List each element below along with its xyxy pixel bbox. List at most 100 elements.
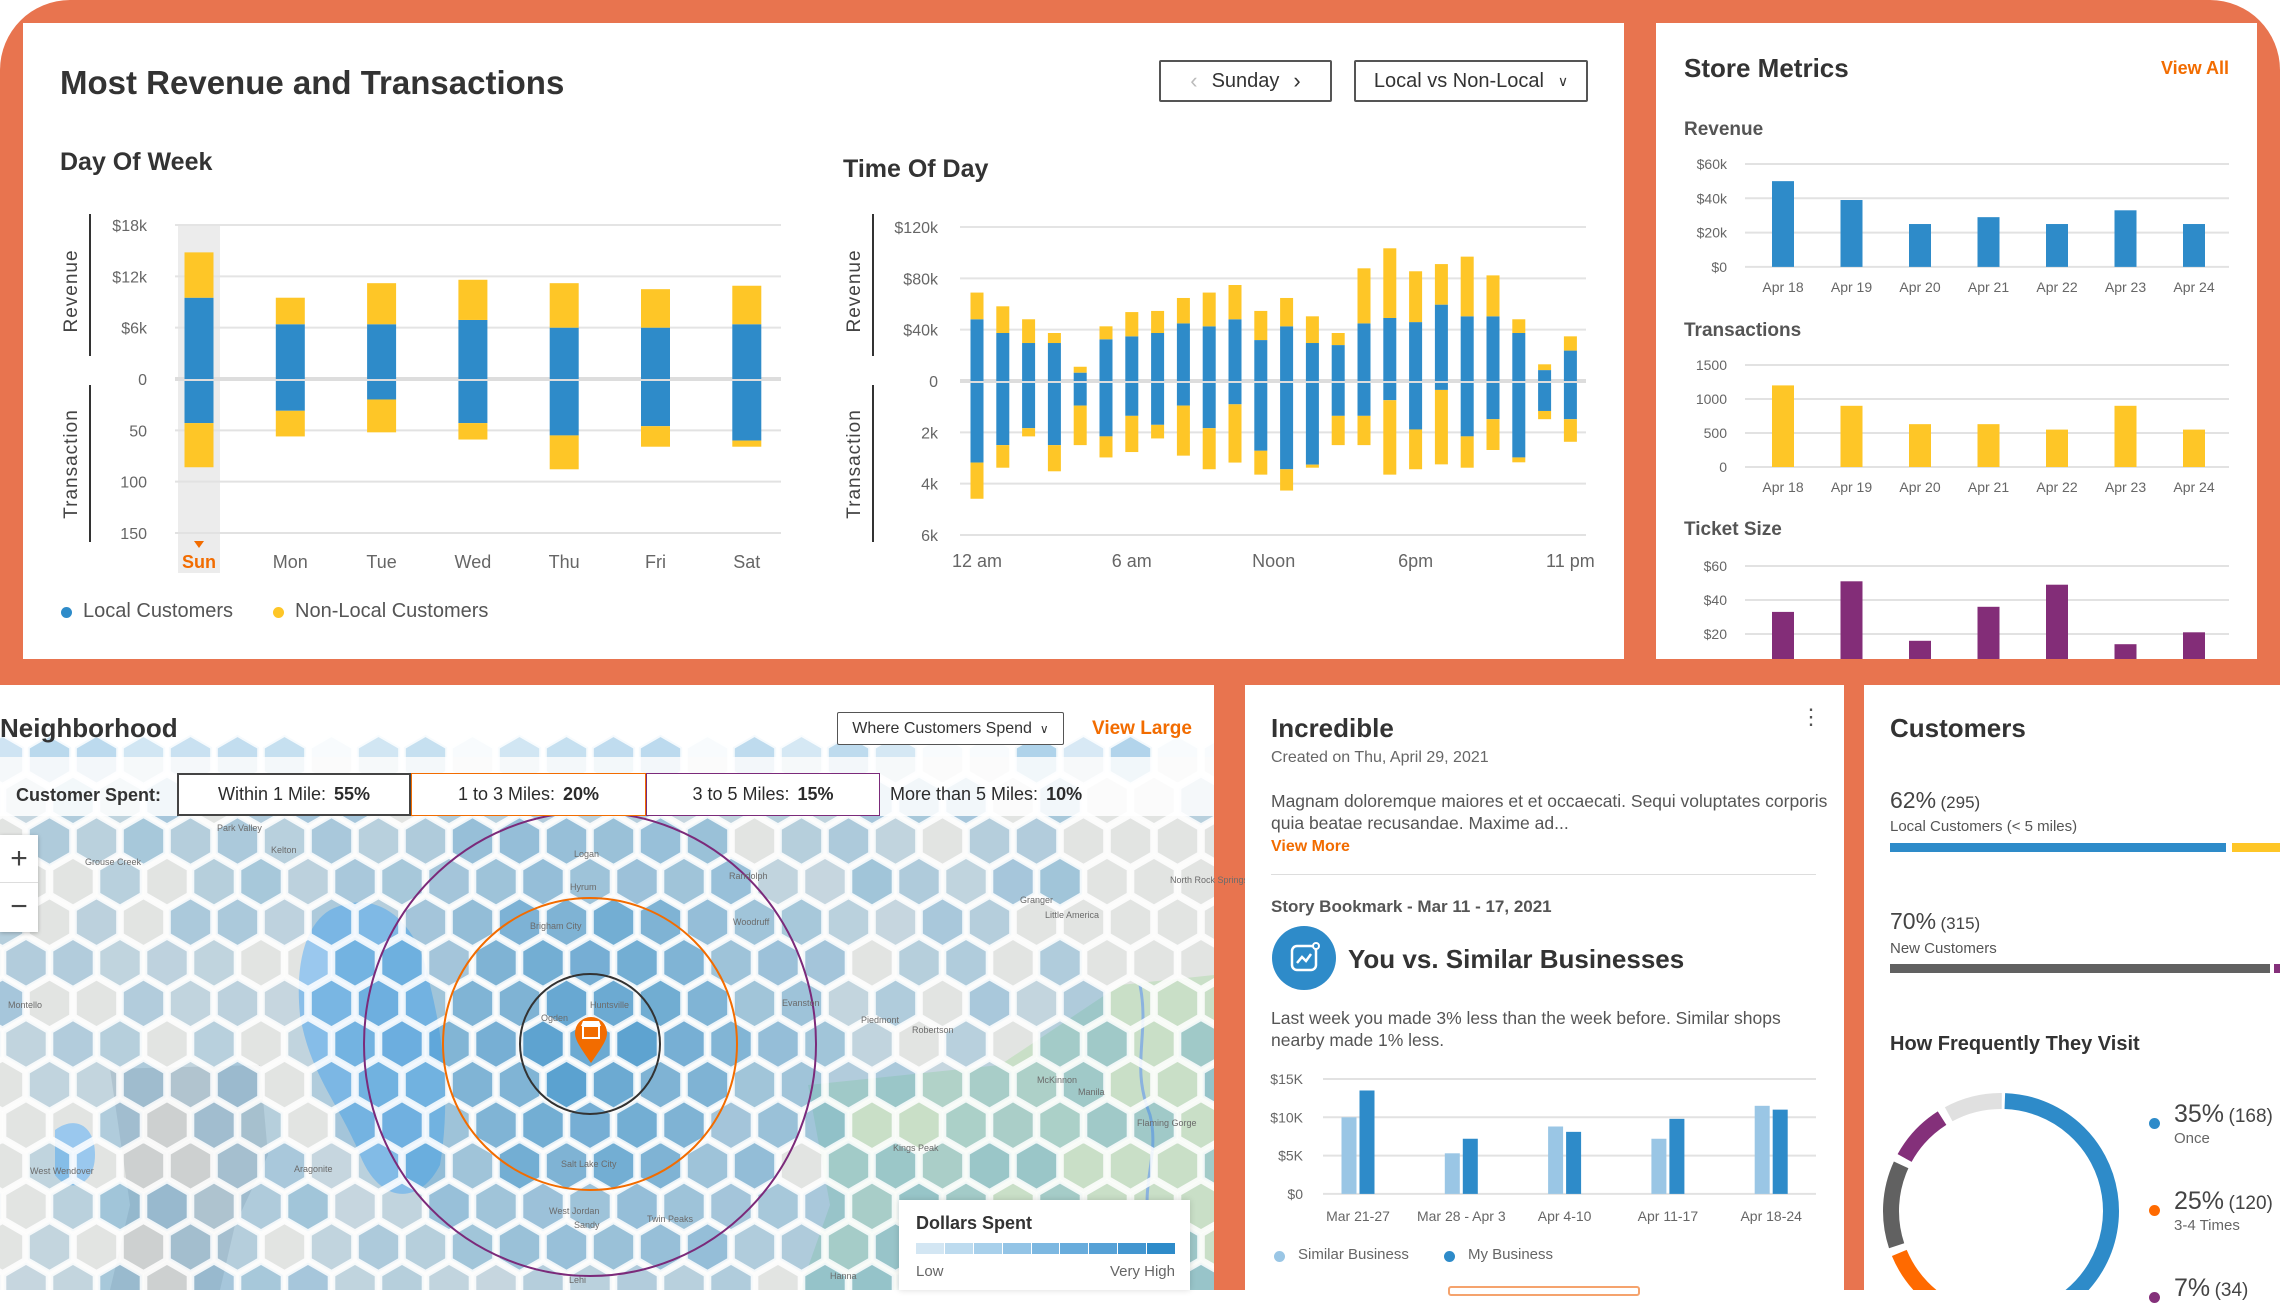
map-hex[interactable]: [871, 1057, 920, 1112]
view-more-link[interactable]: View More: [1271, 838, 1350, 855]
map-hex[interactable]: [284, 935, 332, 991]
map-hex[interactable]: [1083, 1016, 1131, 1072]
map-hex[interactable]: [166, 1219, 215, 1275]
map-hex[interactable]: [143, 854, 191, 909]
map-hex[interactable]: [707, 854, 755, 909]
map-hex[interactable]: [895, 1097, 943, 1153]
map-hex[interactable]: [401, 894, 450, 950]
map-hex[interactable]: [96, 1097, 144, 1153]
map-hex[interactable]: [871, 894, 920, 950]
map-hex[interactable]: [166, 813, 215, 869]
map-hex[interactable]: [824, 894, 873, 950]
map-hex[interactable]: [942, 1097, 990, 1153]
map-hex[interactable]: [331, 1260, 379, 1290]
map-hex[interactable]: [1153, 976, 1202, 1031]
map-hex[interactable]: [918, 976, 967, 1031]
map-hex[interactable]: [119, 976, 168, 1031]
map-hex[interactable]: [801, 1260, 849, 1290]
map-hex[interactable]: [918, 813, 967, 869]
map-hex[interactable]: [1059, 813, 1108, 869]
zoom-out-button[interactable]: −: [10, 890, 28, 923]
map-hex[interactable]: [918, 1138, 967, 1194]
map-hex[interactable]: [871, 976, 920, 1031]
map-hex[interactable]: [589, 1138, 638, 1194]
map-hex[interactable]: [777, 813, 826, 869]
map-hex[interactable]: [2, 935, 50, 991]
map-hex[interactable]: [965, 1057, 1014, 1112]
map-hex[interactable]: [190, 854, 238, 909]
map-hex[interactable]: [1083, 1097, 1131, 1153]
map-hex[interactable]: [378, 854, 426, 909]
map-hex[interactable]: [331, 1016, 379, 1072]
map-hex[interactable]: [213, 976, 262, 1031]
map-hex[interactable]: [989, 1016, 1037, 1072]
map-hex[interactable]: [1036, 935, 1084, 991]
map-hex[interactable]: [683, 1219, 732, 1275]
map-hex[interactable]: [166, 1138, 215, 1194]
map-hex[interactable]: [566, 1179, 614, 1234]
map-hex[interactable]: [1177, 1179, 1214, 1234]
map-hex[interactable]: [2, 1179, 50, 1234]
map-hex[interactable]: [72, 1219, 121, 1275]
map-hex[interactable]: [25, 1219, 74, 1275]
map-hex[interactable]: [824, 1057, 873, 1112]
map-hex[interactable]: [848, 1016, 896, 1072]
map-hex[interactable]: [613, 935, 661, 991]
map-hex[interactable]: [190, 1097, 238, 1153]
map-hex[interactable]: [331, 1097, 379, 1153]
map-hex[interactable]: [0, 1100, 3, 1150]
map-hex[interactable]: [730, 1057, 779, 1112]
map-hex[interactable]: [96, 935, 144, 991]
map-hex[interactable]: [237, 1179, 285, 1234]
map-hex[interactable]: [824, 976, 873, 1031]
map-hex[interactable]: [707, 1097, 755, 1153]
map-hex[interactable]: [801, 935, 849, 991]
map-hex[interactable]: [425, 1097, 473, 1153]
map-hex[interactable]: [660, 935, 708, 991]
map-hex[interactable]: [683, 1057, 732, 1112]
map-hex[interactable]: [942, 854, 990, 909]
map-hex[interactable]: [96, 1179, 144, 1234]
map-hex[interactable]: [1106, 1057, 1155, 1112]
map-hex[interactable]: [1177, 935, 1214, 991]
map-hex[interactable]: [2, 1260, 50, 1290]
map-hex[interactable]: [307, 1057, 356, 1112]
map-hex[interactable]: [754, 1097, 802, 1153]
map-hex[interactable]: [1200, 978, 1214, 1028]
map-hex[interactable]: [989, 1097, 1037, 1153]
map-hex[interactable]: [190, 935, 238, 991]
map-hex[interactable]: [1059, 976, 1108, 1031]
map-hex[interactable]: [331, 854, 379, 909]
map-hex[interactable]: [237, 1260, 285, 1290]
map-hex[interactable]: [1130, 854, 1178, 909]
map-hex[interactable]: [378, 1097, 426, 1153]
map-hex[interactable]: [237, 1016, 285, 1072]
map-hex[interactable]: [589, 894, 638, 950]
map-hex[interactable]: [143, 1016, 191, 1072]
map-hex[interactable]: [166, 976, 215, 1031]
map-hex[interactable]: [1130, 1016, 1178, 1072]
map-hex[interactable]: [1130, 935, 1178, 991]
map-hex[interactable]: [519, 1179, 567, 1234]
map-hex[interactable]: [1059, 1057, 1108, 1112]
map-hex[interactable]: [636, 894, 685, 950]
map-hex[interactable]: [754, 1179, 802, 1234]
map-hex[interactable]: [1200, 1222, 1214, 1272]
map-hex[interactable]: [190, 1016, 238, 1072]
map-hex[interactable]: [213, 1138, 262, 1194]
map-hex[interactable]: [331, 1179, 379, 1234]
map-hex[interactable]: [801, 1097, 849, 1153]
map-hex[interactable]: [378, 935, 426, 991]
map-hex[interactable]: [871, 813, 920, 869]
map-hex[interactable]: [25, 1138, 74, 1194]
map-hex[interactable]: [660, 1179, 708, 1234]
map-hex[interactable]: [213, 1219, 262, 1275]
map-hex[interactable]: [660, 1260, 708, 1290]
map-hex[interactable]: [49, 1097, 97, 1153]
map-hex[interactable]: [707, 1179, 755, 1234]
chevron-right-icon[interactable]: ›: [1293, 68, 1301, 93]
map-hex[interactable]: [354, 813, 403, 869]
map-hex[interactable]: [354, 1219, 403, 1275]
map-hex[interactable]: [284, 1260, 332, 1290]
map-hex[interactable]: [425, 1260, 473, 1290]
